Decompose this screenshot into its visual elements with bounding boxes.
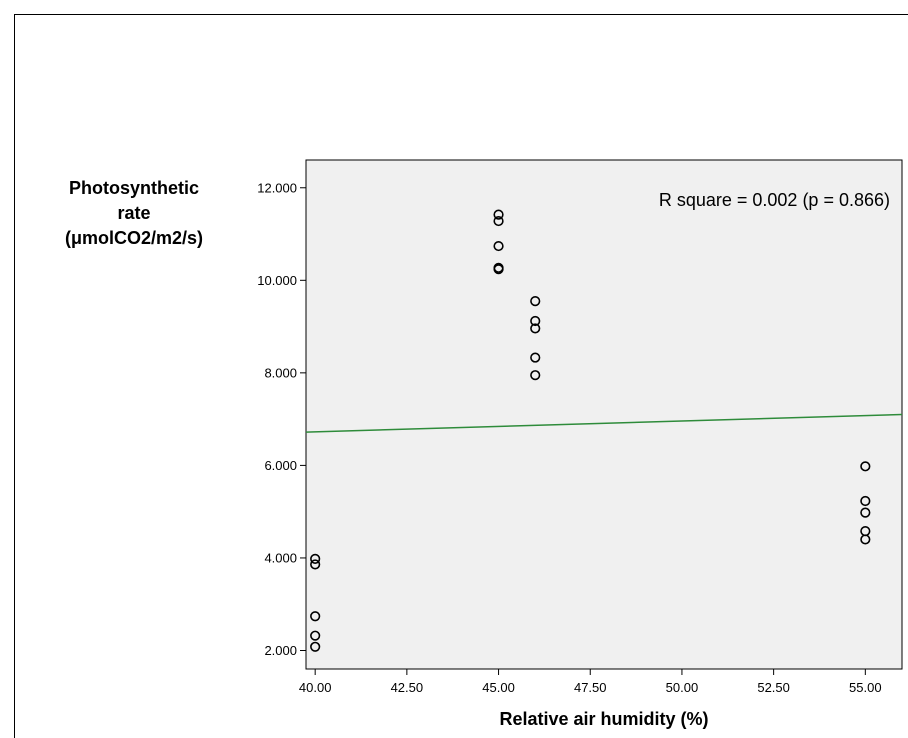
x-tick-label: 45.00 — [482, 680, 515, 695]
data-point — [860, 461, 871, 472]
y-tick-label: 4.000 — [264, 550, 297, 565]
data-point — [493, 264, 504, 275]
x-axis-label: Relative air humidity (%) — [499, 709, 709, 729]
y-axis-label: Photosynthetic rate (μmolCO2/m2/s) — [64, 178, 204, 248]
x-tick-label: 50.00 — [666, 680, 699, 695]
data-point — [860, 495, 871, 507]
data-point — [493, 215, 504, 227]
fit-line-group — [305, 413, 903, 433]
plot-area — [305, 159, 903, 670]
y-tick-label: 12.000 — [257, 180, 297, 195]
data-point — [310, 641, 321, 652]
data-point — [310, 630, 321, 641]
x-tick-label: 40.00 — [299, 680, 332, 695]
y-tick-label: 6.000 — [264, 458, 297, 473]
r-square-annotation: R square = 0.002 (p = 0.866) — [659, 190, 890, 210]
data-point — [860, 507, 871, 518]
data-point — [530, 370, 541, 381]
data-points — [310, 209, 871, 652]
x-tick-label: 47.50 — [574, 680, 607, 695]
fit-line — [305, 413, 903, 433]
data-point — [310, 553, 321, 564]
x-tick-label: 42.50 — [391, 680, 424, 695]
y-tick-label: 10.000 — [257, 273, 297, 288]
y-tick-label: 8.000 — [264, 365, 297, 380]
chart-frame — [14, 14, 908, 738]
x-tick-label: 52.50 — [757, 680, 790, 695]
data-point — [530, 323, 541, 334]
data-point — [530, 315, 541, 327]
data-point — [530, 352, 541, 363]
data-point — [493, 209, 504, 220]
axes: 2.000 4.000 6.000 8.000 10.000 12.000 40.00 42.… — [257, 180, 881, 695]
data-point — [310, 611, 321, 622]
y-tick-label: 2.000 — [264, 643, 297, 658]
data-point — [530, 296, 541, 307]
data-point — [860, 534, 871, 545]
data-point — [493, 240, 504, 252]
data-point — [310, 559, 321, 570]
x-tick-label: 55.00 — [849, 680, 882, 695]
